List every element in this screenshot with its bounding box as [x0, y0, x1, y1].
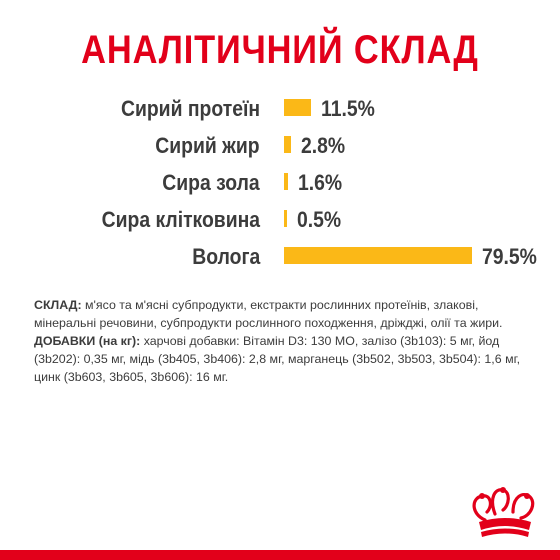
bottom-accent-bar	[0, 550, 560, 560]
analysis-value: 2.8%	[300, 133, 345, 158]
composition-heading: СКЛАД:	[34, 298, 82, 312]
composition-text: м'ясо та м'ясні субпродукти, екстракти р…	[34, 298, 503, 330]
analysis-bar	[284, 247, 473, 264]
analysis-bar	[284, 173, 288, 190]
composition-paragraph: СКЛАД: м'ясо та м'ясні субпродукти, екст…	[34, 296, 528, 332]
analysis-value: 11.5%	[321, 96, 376, 121]
additives-heading: ДОБАВКИ (на кг):	[34, 334, 141, 348]
analysis-label: Сирий протеїн	[120, 96, 260, 121]
analysis-label: Сирий жир	[155, 133, 260, 158]
analysis-row: Сира клітковина 0.5%	[0, 203, 560, 239]
analysis-bar	[284, 99, 312, 116]
analysis-bar	[284, 210, 287, 227]
page-title: АНАЛІТИЧНИЙ СКЛАД	[81, 28, 479, 72]
analysis-row: Сира зола 1.6%	[0, 166, 560, 202]
analysis-row: Сирий жир 2.8%	[0, 129, 560, 165]
analysis-row: Волога 79.5%	[0, 240, 560, 276]
analysis-chart: Сирий протеїн 11.5% Сирий жир 2.8% Сира зола…	[0, 92, 560, 282]
analysis-label: Сира зола	[162, 170, 260, 195]
analysis-label: Волога	[191, 244, 260, 269]
analysis-value: 1.6%	[297, 170, 342, 195]
additives-paragraph: ДОБАВКИ (на кг): харчові добавки: Вітамі…	[34, 332, 528, 386]
ingredients-text: СКЛАД: м'ясо та м'ясні субпродукти, екст…	[34, 296, 528, 386]
analysis-row: Сирий протеїн 11.5%	[0, 92, 560, 128]
additives-text: харчові добавки: Вітамін D3: 130 МО, зал…	[34, 334, 521, 384]
royal-crown-icon	[472, 487, 535, 537]
analysis-value: 0.5%	[297, 207, 342, 232]
analysis-value: 79.5%	[482, 244, 538, 269]
analysis-bar	[284, 136, 291, 153]
analysis-label: Сира клітковина	[101, 207, 260, 232]
